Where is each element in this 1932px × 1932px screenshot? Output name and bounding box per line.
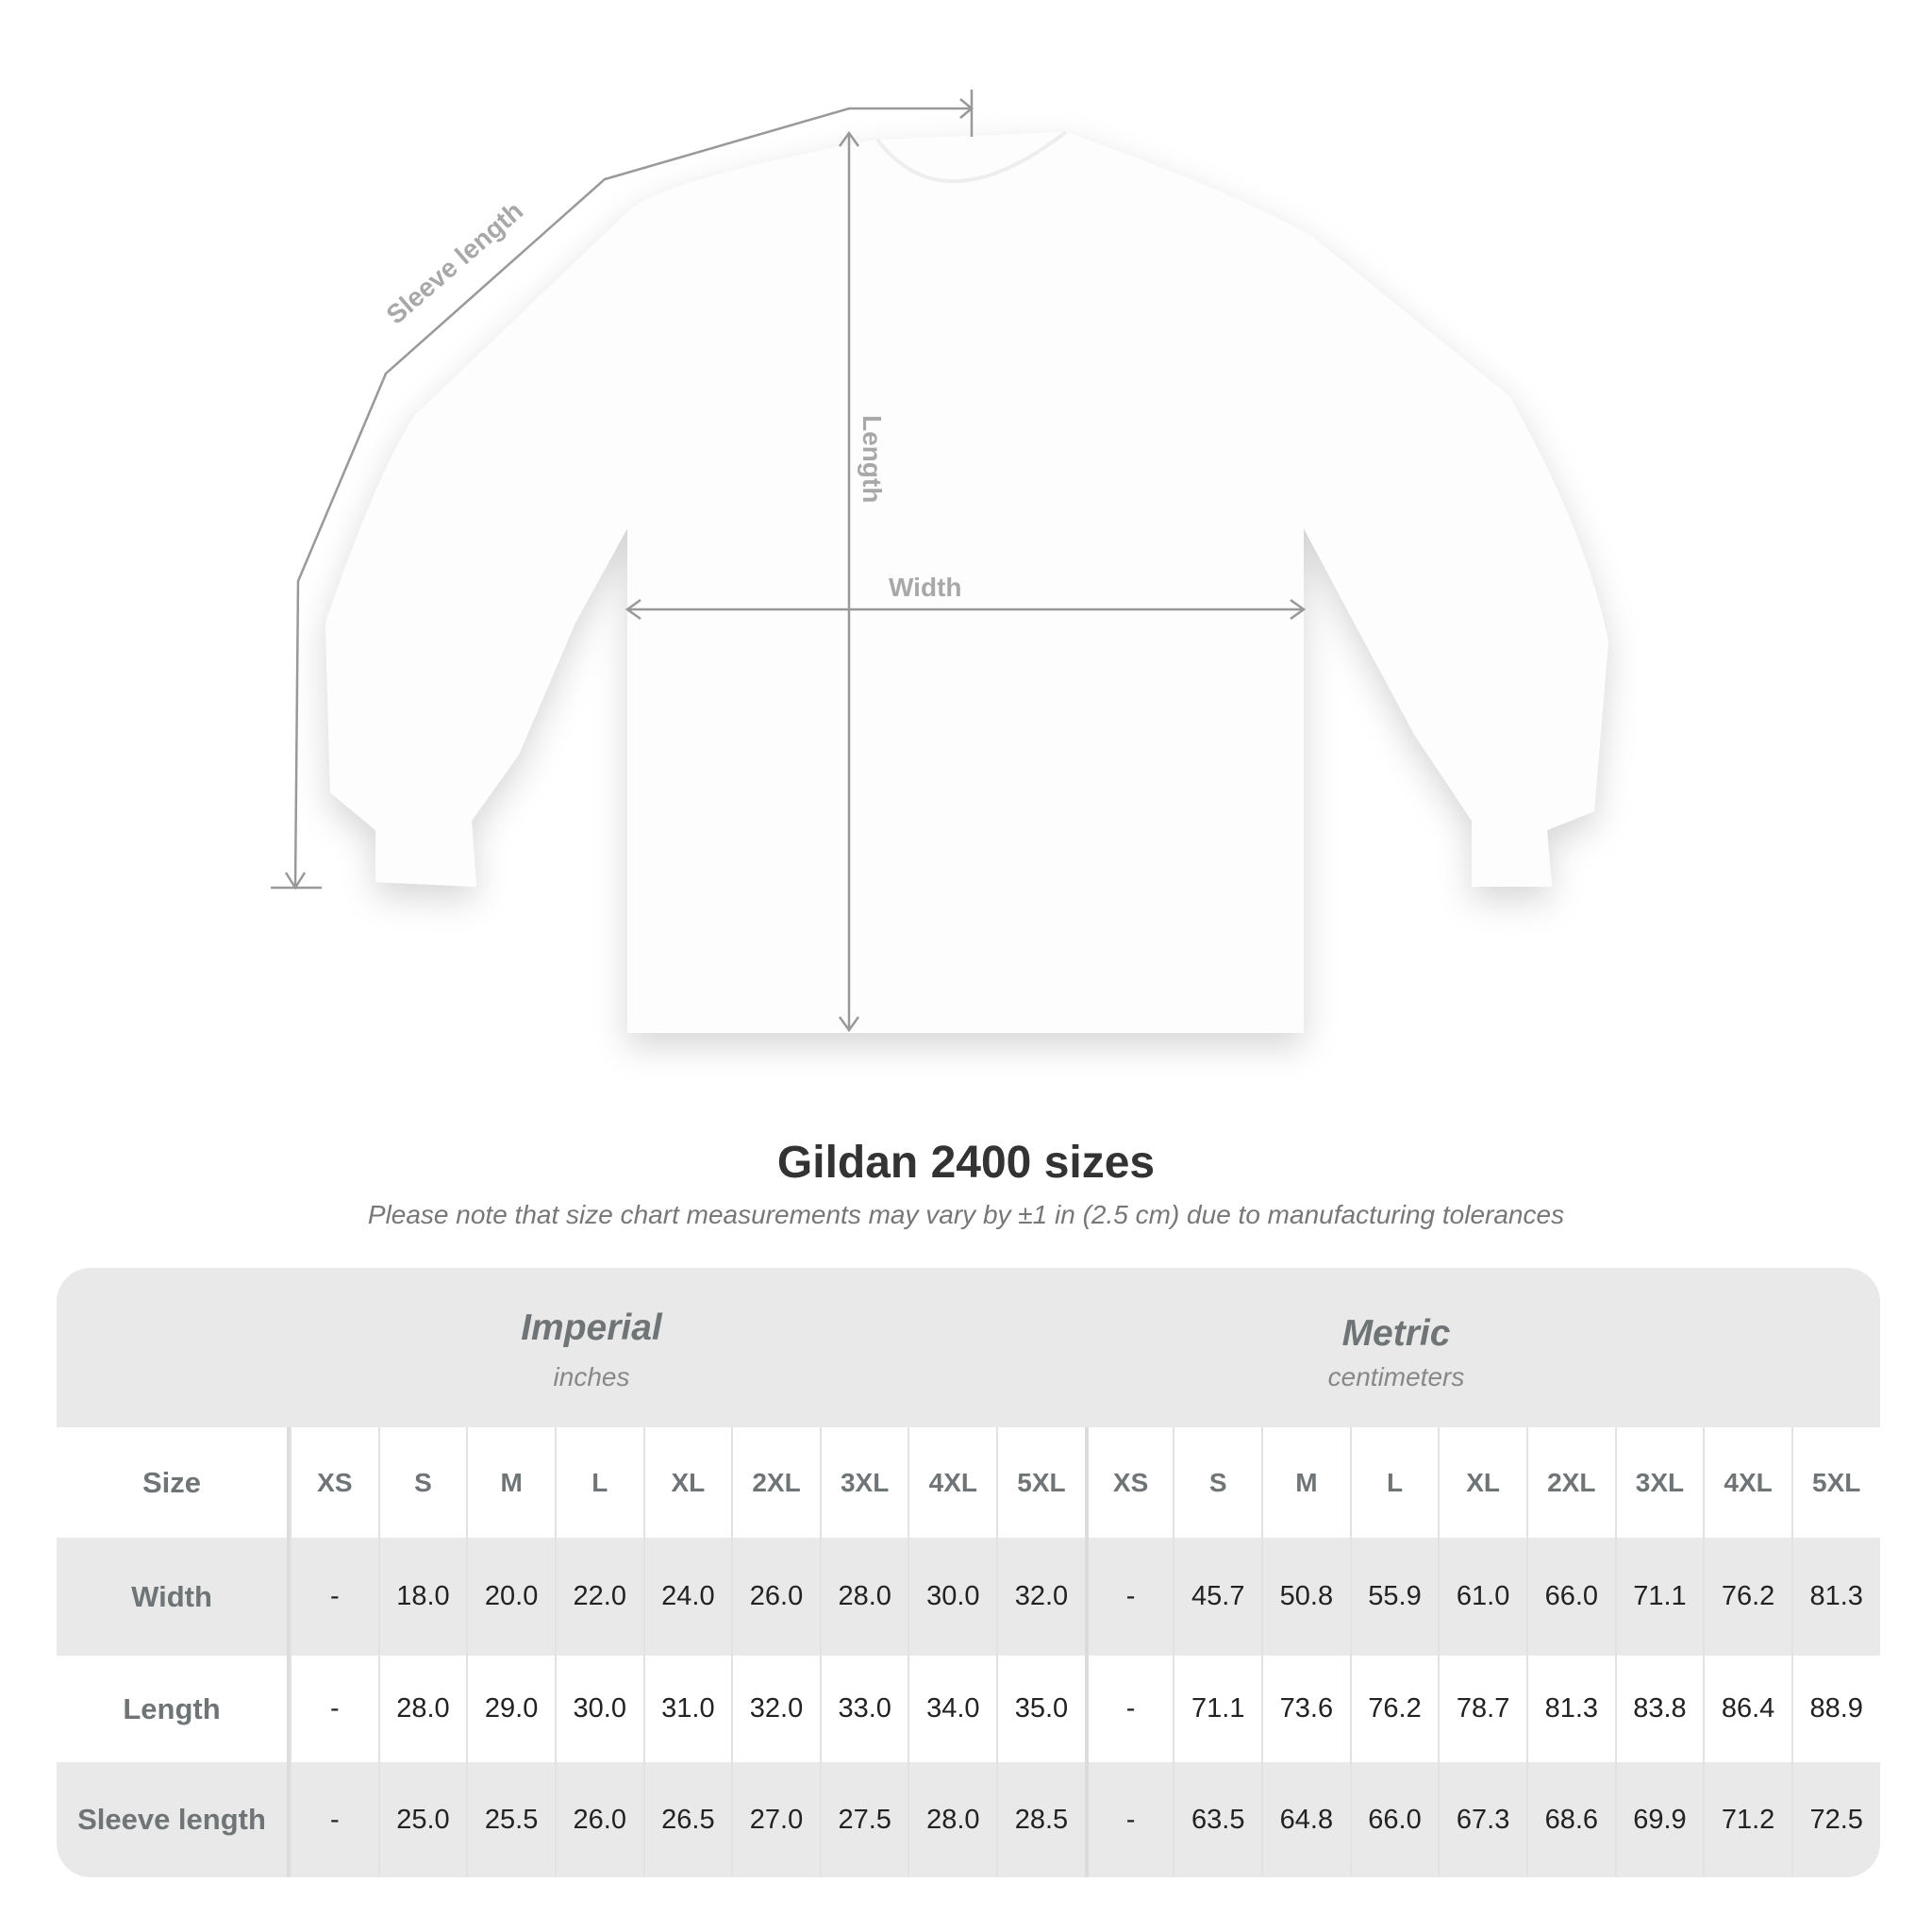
imperial-size-3XL: 3XL [819,1427,908,1538]
imperial-value: 28.0 [377,1656,467,1762]
metric-value: - [1084,1762,1174,1877]
imperial-value: 27.0 [731,1762,820,1877]
imperial-value: 26.5 [642,1762,732,1877]
imperial-value: 33.0 [819,1656,908,1762]
metric-value: 73.6 [1261,1656,1350,1762]
imperial-value: 30.0 [554,1656,643,1762]
metric-value: 83.8 [1614,1656,1704,1762]
shirt-diagram: Sleeve length Length Width [271,90,1608,1033]
metric-value: 71.1 [1614,1538,1704,1656]
metric-value: 71.2 [1703,1762,1791,1877]
metric-value: 72.5 [1790,1762,1880,1877]
metric-value: 63.5 [1173,1762,1261,1877]
imperial-size-XL: XL [642,1427,732,1538]
metric-size-3XL: 3XL [1614,1427,1704,1538]
metric-value: 61.0 [1438,1538,1526,1656]
metric-size-M: M [1261,1427,1350,1538]
metric-value: 66.0 [1525,1538,1615,1656]
metric-value: 81.3 [1525,1656,1615,1762]
imperial-size-4XL: 4XL [908,1427,996,1538]
imperial-value: 27.5 [819,1762,908,1877]
imperial-value: 34.0 [908,1656,996,1762]
metric-value: 76.2 [1703,1538,1791,1656]
metric-size-L: L [1349,1427,1439,1538]
imperial-value: 24.0 [642,1538,732,1656]
imperial-value: 32.0 [996,1538,1085,1656]
size-label: Size [57,1427,290,1538]
metric-value: 64.8 [1261,1762,1350,1877]
metric-value: - [1084,1538,1174,1656]
imperial-value: 28.5 [996,1762,1085,1877]
length-label: Length [858,415,887,503]
metric-size-XS: XS [1084,1427,1174,1538]
shirt-illustration [325,130,1608,1033]
imperial-value: 26.0 [731,1538,820,1656]
table-row: Length -28.0 29.0 30.0 31.0 32.0 33.0 34.0 35.0-… [57,1656,1880,1762]
imperial-value: 35.0 [996,1656,1085,1762]
metric-value: 67.3 [1438,1762,1526,1877]
sleeve-length-label: Sleeve length [381,196,529,330]
imperial-value: 31.0 [642,1656,732,1762]
metric-header: Metric centimeters [1327,1313,1465,1391]
metric-value: 78.7 [1438,1656,1526,1762]
size-table: Imperial inches Metric centimeters Size X… [57,1268,1880,1877]
imperial-size-2XL: 2XL [731,1427,820,1538]
metric-value: 81.3 [1790,1538,1880,1656]
table-row: Width -18.0 20.0 22.0 24.0 26.0 28.0 30.0 32.0-4… [57,1538,1880,1656]
metric-value: - [1084,1656,1174,1762]
imperial-size-5XL: 5XL [996,1427,1085,1538]
imperial-value: - [290,1762,378,1877]
metric-value: 50.8 [1261,1538,1350,1656]
imperial-size-XS: XS [290,1427,378,1538]
imperial-value: 25.5 [466,1762,555,1877]
metric-value: 88.9 [1790,1656,1880,1762]
metric-value: 69.9 [1614,1762,1704,1877]
imperial-value: 32.0 [731,1656,820,1762]
imperial-value: 29.0 [466,1656,555,1762]
metric-size-S: S [1173,1427,1261,1538]
imperial-value: 30.0 [908,1538,996,1656]
metric-size-XL: XL [1438,1427,1526,1538]
metric-size-2XL: 2XL [1525,1427,1615,1538]
metric-size-4XL: 4XL [1703,1427,1791,1538]
metric-value: 45.7 [1173,1538,1261,1656]
metric-value: 86.4 [1703,1656,1791,1762]
imperial-size-M: M [466,1427,555,1538]
row-label: Sleeve length [57,1762,290,1877]
imperial-size-S: S [377,1427,467,1538]
size-header-row: Size XS S M L XL 2XL 3XL 4XL 5XL XS S M L XL 2XL 3XL 4XL 5… [57,1427,1880,1538]
row-label: Width [57,1538,290,1656]
imperial-value: 28.0 [819,1538,908,1656]
imperial-value: - [290,1538,378,1656]
metric-value: 71.1 [1173,1656,1261,1762]
sleeve-measure-line [293,107,972,889]
imperial-value: - [290,1656,378,1762]
metric-value: 68.6 [1525,1762,1615,1877]
imperial-value: 22.0 [554,1538,643,1656]
imperial-value: 25.0 [377,1762,467,1877]
imperial-header: Imperial inches [521,1307,662,1391]
metric-value: 76.2 [1349,1656,1439,1762]
imperial-size-L: L [554,1427,643,1538]
imperial-value: 18.0 [377,1538,467,1656]
tolerance-note: Please note that size chart measurements… [367,1200,1565,1229]
table-row: Sleeve length -25.0 25.5 26.0 26.5 27.0 27.5 28… [57,1762,1880,1877]
width-label: Width [889,573,962,602]
imperial-value: 26.0 [554,1762,643,1877]
metric-value: 55.9 [1349,1538,1439,1656]
imperial-value: 20.0 [466,1538,555,1656]
imperial-value: 28.0 [908,1762,996,1877]
metric-size-5XL: 5XL [1790,1427,1880,1538]
page-title: Gildan 2400 sizes [776,1138,1156,1188]
metric-value: 66.0 [1349,1762,1439,1877]
row-label: Length [57,1656,290,1762]
unit-header-band [57,1268,1880,1427]
